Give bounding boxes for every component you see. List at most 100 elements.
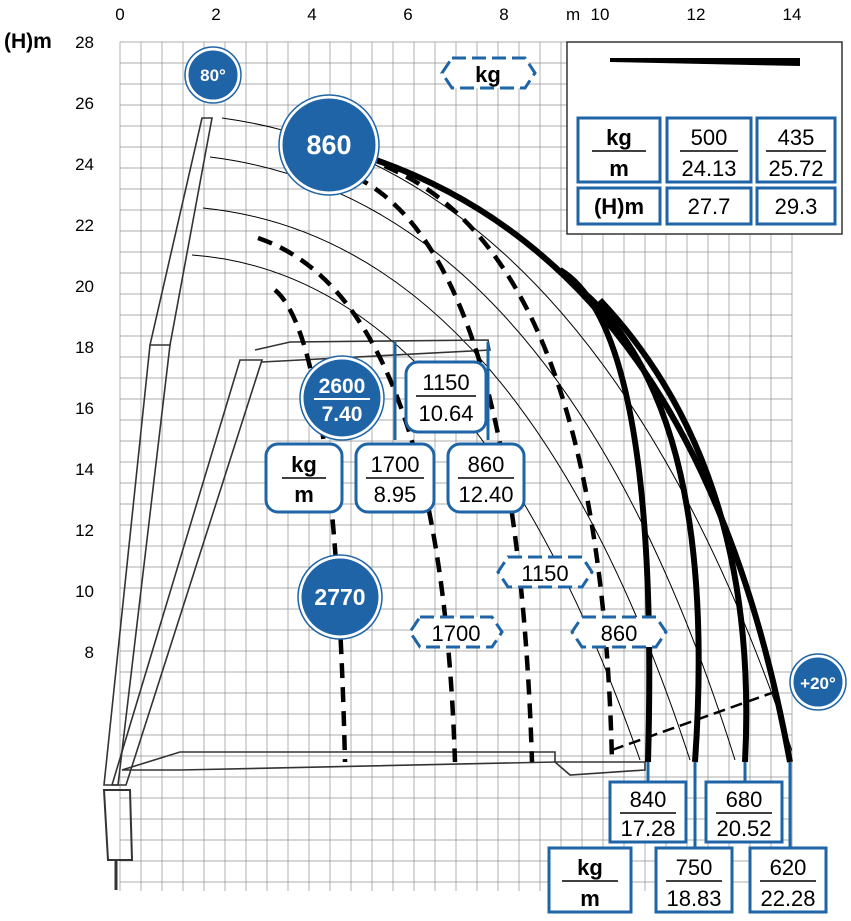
x-tick-label: 6: [403, 5, 412, 24]
dashed-line-20deg: [611, 688, 781, 752]
inset-h-277: 27.7: [688, 194, 731, 219]
legend-kg-m-box: kg m: [264, 442, 344, 514]
solid-curve-750: [573, 282, 702, 763]
bottom-load-680: 680 20.52: [704, 780, 784, 844]
y-tick-label: 12: [75, 521, 94, 540]
inset-load-cell-500: [665, 116, 753, 184]
load-1150-kg: 1150: [422, 370, 469, 395]
legend-m-text: m: [294, 482, 314, 507]
y-tick-label: 26: [75, 94, 94, 113]
inset-boom-icon: [610, 58, 800, 66]
boom-horizontal: [121, 751, 556, 771]
load-860b-m: 12.40: [458, 482, 513, 507]
inset-h-cell-293: [755, 186, 837, 226]
inset-h-cell: [576, 186, 662, 226]
x-tick-label: 14: [783, 5, 802, 24]
x-tick-label: 2: [211, 5, 220, 24]
bottom-legend-kg-m: kg m: [547, 846, 633, 914]
load-860b-kg: 860: [468, 452, 505, 477]
inset-table: kg m (H)m 500 24.13 27.7 435 25.72 29.3: [566, 41, 843, 235]
curve-label-1700: 1700: [408, 615, 504, 649]
curve-label-860-text: 860: [601, 621, 638, 646]
bottom-620-m: 22.28: [760, 886, 815, 911]
y-tick-label: 20: [75, 277, 94, 296]
bottom-680-m: 20.52: [716, 816, 771, 841]
kg-hex-frame: [440, 56, 537, 90]
angle-circle-20: +20°: [789, 653, 847, 711]
load-2600-kg: 2600: [319, 375, 366, 398]
inset-h-cell-277: [665, 186, 753, 226]
y-unit-label: (H)m: [4, 30, 52, 53]
inset-kg-435: 435: [778, 125, 815, 150]
boom-extension: [552, 761, 646, 776]
load-860-text: 860: [306, 130, 351, 160]
x-unit-label: m: [566, 5, 580, 24]
y-tick-label: 16: [75, 399, 94, 418]
load-2600-m: 7.40: [322, 403, 363, 426]
curve-label-1150-text: 1150: [521, 561, 568, 586]
x-tick-label: 0: [115, 5, 124, 24]
load-1700-m: 8.95: [374, 482, 417, 507]
y-tick-label: 14: [75, 460, 94, 479]
crane-base: [102, 789, 134, 861]
crane-illustration: [102, 117, 646, 890]
bottom-legend-m: m: [580, 886, 600, 911]
y-tick-label: 24: [75, 155, 94, 174]
boom-secondary: [110, 359, 264, 786]
bottom-840-m: 17.28: [620, 816, 675, 841]
legend-kg-text: kg: [291, 452, 317, 477]
boom-arm-upper: [254, 339, 491, 363]
x-axis-ticks: 0 2 4 6 8 10 12 14: [115, 5, 801, 24]
curve-label-860: 860: [570, 615, 668, 649]
curve-label-1150: 1150: [496, 555, 594, 589]
bottom-load-840: 840 17.28: [608, 780, 688, 844]
dashed-curve-860: [361, 155, 615, 763]
kg-hex-text: kg: [475, 62, 501, 87]
bottom-load-750: 750 18.83: [654, 846, 734, 914]
load-circle-2770: 2770: [297, 554, 383, 640]
inset-kg-label: kg: [606, 125, 632, 150]
bottom-legend-kg: kg: [577, 855, 603, 880]
load-box-860-12: 860 12.40: [446, 442, 526, 514]
kg-hex-label: kg: [440, 56, 537, 90]
load-box-1700: 1700 8.95: [354, 442, 436, 514]
inset-kg-500: 500: [691, 125, 728, 150]
load-1700-kg: 1700: [371, 452, 420, 477]
curve-label-1700-text: 1700: [432, 621, 481, 646]
load-circle-860: 860: [278, 94, 380, 196]
main-boom: [103, 344, 171, 786]
inset-h-label: (H)m: [594, 194, 644, 219]
bottom-680-kg: 680: [726, 787, 763, 812]
bottom-750-m: 18.83: [666, 886, 721, 911]
angle-circle-80: 80°: [184, 46, 242, 104]
load-2770-text: 2770: [314, 584, 365, 610]
load-box-1150: 1150 10.64: [404, 360, 488, 434]
y-axis-ticks: 28 26 24 22 20 18 16 14 12 10 8: [75, 33, 94, 662]
x-tick-label: 10: [591, 5, 610, 24]
angle-20-text: +20°: [800, 674, 836, 693]
inset-kg-m-cell: [576, 116, 662, 184]
y-tick-label: 28: [75, 33, 94, 52]
dashed-curve-1150: [331, 165, 535, 763]
y-tick-label: 10: [75, 582, 94, 601]
solid-curve-680: [597, 297, 750, 763]
inset-m-label: m: [609, 156, 629, 181]
angle-80-text: 80°: [200, 66, 226, 85]
solid-load-curves: [369, 155, 793, 763]
load-circle-2600: 2600 7.40: [299, 355, 385, 441]
load-1150-m: 10.64: [418, 401, 473, 426]
x-tick-label: 4: [307, 5, 316, 24]
y-tick-label: 8: [85, 643, 94, 662]
bottom-840-kg: 840: [630, 787, 667, 812]
inset-h-293: 29.3: [775, 194, 818, 219]
y-tick-label: 22: [75, 216, 94, 235]
bottom-620-kg: 620: [770, 855, 807, 880]
x-tick-label: 8: [499, 5, 508, 24]
boom-upper: [149, 117, 213, 346]
bottom-750-kg: 750: [676, 855, 713, 880]
y-tick-label: 18: [75, 338, 94, 357]
inset-m-2572: 25.72: [768, 156, 823, 181]
bottom-load-620: 620 22.28: [748, 846, 828, 914]
inset-load-cell-435: [755, 116, 837, 184]
